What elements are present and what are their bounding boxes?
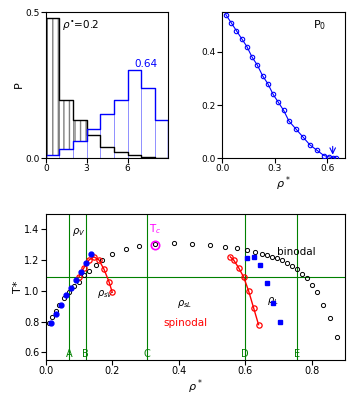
Bar xyxy=(87,135,100,158)
Text: D: D xyxy=(241,349,249,359)
Bar xyxy=(59,150,73,158)
Text: A: A xyxy=(66,349,73,359)
Bar xyxy=(127,155,141,158)
Text: $\rho_L$: $\rho_L$ xyxy=(267,295,278,307)
Bar xyxy=(155,120,168,158)
Bar xyxy=(100,146,114,158)
Bar xyxy=(114,152,127,158)
Text: $\rho_{sL}$: $\rho_{sL}$ xyxy=(177,298,192,310)
Bar xyxy=(127,70,141,158)
Text: T$_c$: T$_c$ xyxy=(149,222,162,236)
Bar xyxy=(59,100,73,158)
Bar xyxy=(141,88,155,158)
Text: E: E xyxy=(294,349,300,359)
Bar xyxy=(87,129,100,158)
Text: 0.64: 0.64 xyxy=(134,59,157,69)
Bar xyxy=(127,70,141,158)
Bar xyxy=(100,114,114,158)
Bar xyxy=(141,157,155,158)
Y-axis label: P: P xyxy=(14,82,24,88)
Bar xyxy=(114,100,127,158)
Bar xyxy=(46,155,59,158)
Text: spinodal: spinodal xyxy=(164,318,208,328)
Bar xyxy=(87,135,100,158)
Bar xyxy=(59,150,73,158)
Bar xyxy=(100,146,114,158)
Text: binodal: binodal xyxy=(277,247,315,257)
Text: C: C xyxy=(144,349,151,359)
Bar xyxy=(46,18,59,158)
Text: $\rho_{sV}$: $\rho_{sV}$ xyxy=(97,288,114,300)
X-axis label: $\rho^*$: $\rho^*$ xyxy=(276,175,291,194)
Y-axis label: T*: T* xyxy=(13,281,23,293)
Text: P$_0$: P$_0$ xyxy=(313,18,326,32)
Bar xyxy=(59,100,73,158)
Bar xyxy=(87,129,100,158)
X-axis label: $\rho^*$: $\rho^*$ xyxy=(188,378,203,396)
Text: $\rho_V$: $\rho_V$ xyxy=(73,226,86,238)
Bar xyxy=(46,18,59,158)
Text: $\rho^{\bullet}$=0.2: $\rho^{\bullet}$=0.2 xyxy=(62,18,99,32)
Bar xyxy=(73,120,87,158)
Bar xyxy=(46,155,59,158)
Bar xyxy=(155,120,168,158)
Bar xyxy=(73,141,87,158)
Bar xyxy=(73,120,87,158)
Bar xyxy=(141,88,155,158)
Bar xyxy=(114,152,127,158)
Bar xyxy=(114,100,127,158)
Text: B: B xyxy=(82,349,89,359)
Bar xyxy=(127,155,141,158)
Bar xyxy=(73,141,87,158)
Bar xyxy=(141,157,155,158)
Bar xyxy=(100,114,114,158)
